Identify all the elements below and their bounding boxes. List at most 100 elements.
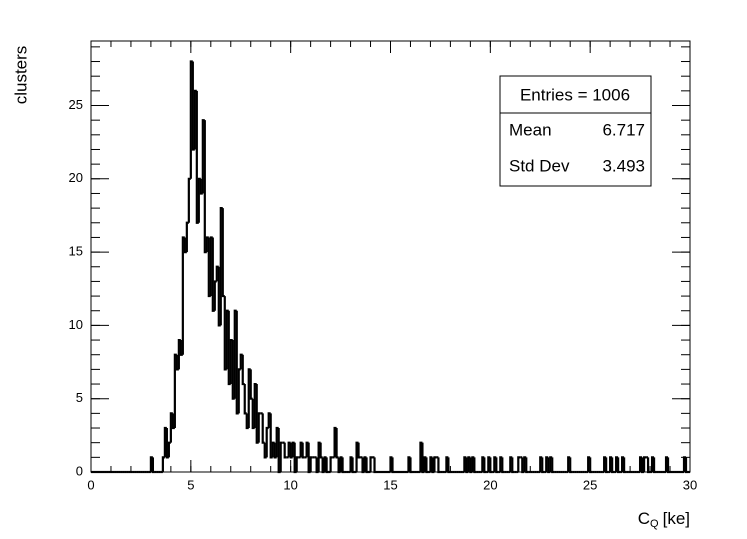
histogram-bin [241, 354, 245, 386]
histogram-bin [463, 456, 467, 472]
histogram-bin [283, 442, 287, 459]
histogram-bin [603, 456, 607, 472]
histogram-bin [650, 456, 655, 472]
histogram-bin [167, 441, 171, 458]
histogram-bin [335, 428, 339, 459]
histogram-bin [487, 456, 491, 472]
histogram-bin [299, 441, 303, 458]
histogram-bin [249, 369, 253, 400]
histogram-bin [275, 426, 279, 458]
histogram-bin [355, 441, 359, 472]
histogram-bin [419, 441, 423, 472]
histogram-bin [205, 236, 209, 253]
histogram-bin [213, 280, 217, 311]
y-tick-label: 5 [76, 390, 83, 405]
histogram-bin [319, 442, 323, 459]
histogram-bin [203, 120, 207, 254]
histogram-bin [407, 456, 411, 472]
histogram-bin [541, 457, 545, 474]
histogram-bin [664, 456, 669, 472]
stats-std: 3.493 [602, 156, 645, 175]
histogram-bin [173, 353, 177, 429]
histogram-bin [483, 457, 487, 474]
histogram-bin [433, 456, 437, 472]
x-tick-label: 25 [583, 477, 597, 492]
histogram-bin [189, 60, 193, 179]
histogram-bin [161, 456, 165, 472]
histogram-bin [175, 354, 179, 371]
histogram-bin [525, 457, 529, 474]
y-axis-label: clusters [11, 46, 30, 105]
histogram-bin [325, 457, 329, 474]
histogram-bin [163, 426, 167, 458]
histogram-bin [652, 457, 657, 474]
histogram-bin [191, 61, 195, 151]
histogram-bin [621, 456, 625, 472]
histogram-bin [638, 456, 643, 472]
histogram-bin [611, 457, 615, 474]
histogram-bin [373, 457, 377, 474]
histogram-bin [231, 340, 235, 400]
histogram-bin [501, 457, 505, 474]
histogram-bin [445, 456, 449, 472]
histogram-bin [495, 457, 499, 474]
y-tick-label: 15 [69, 244, 83, 259]
stats-box: Entries = 1006 Mean 6.717 Std Dev 3.493 [499, 75, 652, 187]
histogram-bin [391, 457, 395, 474]
x-tick-label: 20 [483, 477, 497, 492]
histogram-bin [305, 441, 309, 458]
stats-mean: 6.717 [602, 120, 645, 139]
histogram-bin [239, 353, 243, 370]
histogram-bin [365, 457, 369, 474]
stats-frame [499, 75, 652, 187]
histogram-bin [301, 442, 305, 459]
histogram-bin [201, 119, 205, 194]
histogram-bin [235, 310, 239, 415]
stats-std-label: Std Dev [509, 156, 570, 175]
histogram-bin [265, 426, 269, 458]
histogram-bin [567, 456, 571, 472]
histogram-bin [237, 368, 241, 414]
stats-mean-label: Mean [509, 120, 552, 139]
histogram-bin [511, 457, 515, 474]
x-tick-label: 0 [87, 477, 94, 492]
histogram-bin [499, 456, 503, 472]
histogram-bin [219, 207, 223, 326]
histogram-bin [339, 456, 343, 472]
x-tick-label: 30 [683, 477, 697, 492]
histogram-bin [271, 441, 275, 458]
histogram-bin [341, 457, 345, 474]
histogram-bin [181, 236, 185, 355]
histogram-bin [291, 441, 295, 458]
histogram-bin [623, 457, 627, 474]
histogram-bin [233, 309, 237, 399]
histogram-bin [185, 221, 189, 253]
histogram-bin [207, 237, 211, 298]
histogram-bin [481, 456, 485, 472]
histogram-bin [279, 441, 283, 472]
histogram-bin [187, 177, 191, 223]
stats-entries: Entries = 1006 [520, 85, 630, 104]
x-tick-label: 5 [187, 477, 194, 492]
histogram-bin [551, 457, 555, 474]
histogram-bin [295, 456, 299, 472]
histogram-bin [229, 338, 233, 385]
histogram-bin [333, 426, 337, 458]
histogram-bin [615, 456, 619, 472]
histogram-bin [243, 384, 247, 415]
histogram-bin [517, 456, 521, 472]
histogram-bin [351, 457, 355, 474]
histogram-bin [221, 208, 225, 298]
histogram-bin [257, 412, 261, 443]
x-label-unit: [ke] [663, 509, 690, 528]
histogram-bin [363, 456, 367, 472]
histogram-bin [425, 457, 429, 474]
histogram-bin [199, 178, 203, 195]
histogram-bin [605, 457, 609, 474]
histogram-bin [225, 309, 229, 370]
histogram-bin [223, 296, 227, 371]
x-tick-label: 10 [283, 477, 297, 492]
y-tick-label: 20 [69, 170, 83, 185]
histogram-bin [467, 456, 471, 472]
